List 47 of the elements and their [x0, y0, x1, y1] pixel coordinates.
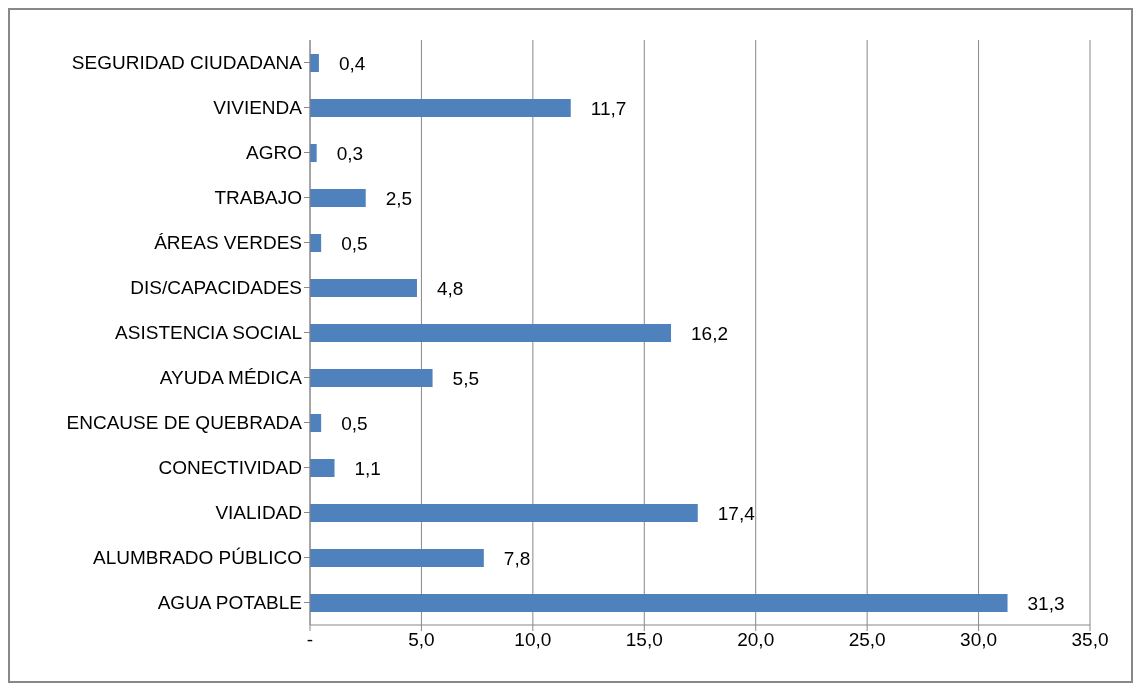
y-tick-label: AGUA POTABLE [157, 592, 302, 614]
data-label: 17,4 [717, 502, 756, 524]
data-label: 7,8 [503, 547, 531, 569]
y-tick-label: VIALIDAD [215, 502, 302, 524]
y-tick-label: SEGURIDAD CIUDADANA [71, 52, 303, 74]
x-tick-label: 5,0 [408, 629, 435, 651]
data-label: 4,8 [436, 277, 464, 299]
data-label: 0,5 [341, 232, 368, 254]
data-label: 0,5 [341, 412, 368, 434]
y-tick-label: CONECTIVIDAD [158, 457, 302, 479]
bar [310, 459, 335, 477]
bar [310, 234, 322, 252]
x-tick-label: 35,0 [1071, 629, 1109, 651]
y-tick-label: VIVIENDA [213, 97, 303, 119]
y-tick-label: ASISTENCIA SOCIAL [115, 322, 302, 344]
bar [310, 189, 366, 207]
data-label: 0,4 [338, 52, 366, 74]
x-tick-label: 25,0 [848, 629, 886, 651]
x-tick-label: 30,0 [960, 629, 998, 651]
y-tick-label: ENCAUSE DE QUEBRADA [66, 412, 303, 434]
data-label: 0,3 [336, 142, 364, 164]
bar [310, 279, 417, 297]
bar [310, 594, 1008, 612]
bar [310, 99, 571, 117]
data-label: 2,5 [385, 187, 413, 209]
y-tick-label: AYUDA MÉDICA [159, 367, 303, 389]
bar [310, 54, 319, 72]
bar [310, 369, 433, 387]
x-tick-label: 15,0 [625, 629, 663, 651]
y-tick-label: ALUMBRADO PÚBLICO [92, 547, 302, 569]
data-label: 16,2 [691, 322, 729, 344]
x-tick-label: 20,0 [737, 629, 775, 651]
data-label: 31,3 [1027, 592, 1065, 614]
data-label: 1,1 [354, 457, 381, 479]
bar [310, 144, 317, 162]
data-label: 11,7 [590, 97, 627, 119]
y-tick-label: DIS/CAPACIDADES [130, 277, 302, 299]
bar [310, 324, 672, 342]
bar [310, 414, 322, 432]
bar [310, 549, 484, 567]
x-tick-label: - [306, 629, 314, 651]
data-label: 5,5 [452, 367, 479, 389]
bar [310, 504, 698, 522]
x-tick-label: 10,0 [514, 629, 552, 651]
y-tick-label: TRABAJO [214, 187, 302, 209]
y-tick-label: AGRO [246, 142, 302, 164]
y-tick-label: ÁREAS VERDES [154, 232, 302, 254]
